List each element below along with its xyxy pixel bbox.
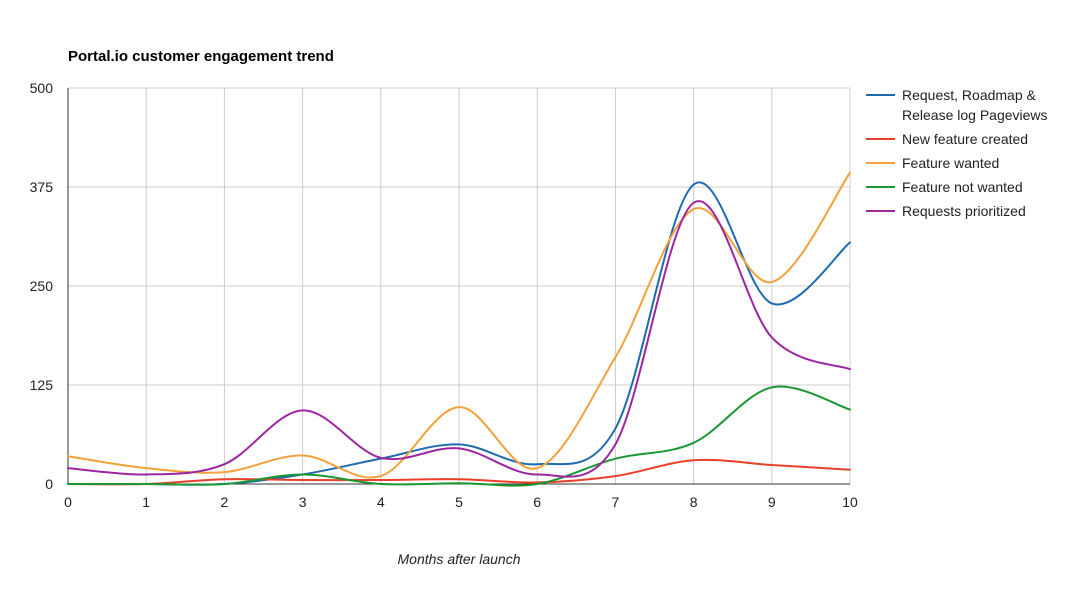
y-tick-label: 375 [30,179,54,195]
legend-item-requests-prioritized: Requests prioritized [866,203,1026,219]
legend-label: Feature not wanted [902,179,1023,195]
series-line-feature-not-wanted [67,385,851,487]
legend-label: Feature wanted [902,155,999,171]
legend-item-new-feature-created: New feature created [866,131,1028,147]
series-line-feature-wanted [67,171,851,479]
grid [68,87,851,484]
y-tick-label: 500 [30,80,54,96]
x-tick-label: 2 [221,494,229,510]
legend-label: Request, Roadmap & [902,87,1037,103]
y-tick-label: 0 [45,476,53,492]
legend: Request, Roadmap & Release log Pageviews N… [866,87,1048,219]
x-tick-label: 4 [377,494,385,510]
legend-label: Release log Pageviews [902,107,1048,123]
x-tick-label: 3 [299,494,307,510]
series-line-requests-prioritized [67,200,851,478]
legend-item-request-roadmap-release-log-pageviews: Request, Roadmap & Release log Pageviews [866,87,1048,123]
x-axis-label: Months after launch [398,551,521,567]
x-tick-label: 7 [612,494,620,510]
x-tick-label: 0 [64,494,72,510]
y-tick-label: 125 [30,377,54,393]
x-tick-label: 8 [690,494,698,510]
legend-item-feature-not-wanted: Feature not wanted [866,179,1023,195]
series-line-new-feature-created [67,458,851,486]
series-lines [67,171,851,487]
x-tick-label: 6 [533,494,541,510]
x-tick-label: 9 [768,494,776,510]
legend-label: Requests prioritized [902,203,1026,219]
x-tick-label: 1 [142,494,150,510]
legend-label: New feature created [902,131,1028,147]
chart-title: Portal.io customer engagement trend [68,48,334,65]
y-tick-label: 250 [30,278,54,294]
x-tick-label: 5 [455,494,463,510]
legend-item-feature-wanted: Feature wanted [866,155,999,171]
x-tick-label: 10 [842,494,858,510]
